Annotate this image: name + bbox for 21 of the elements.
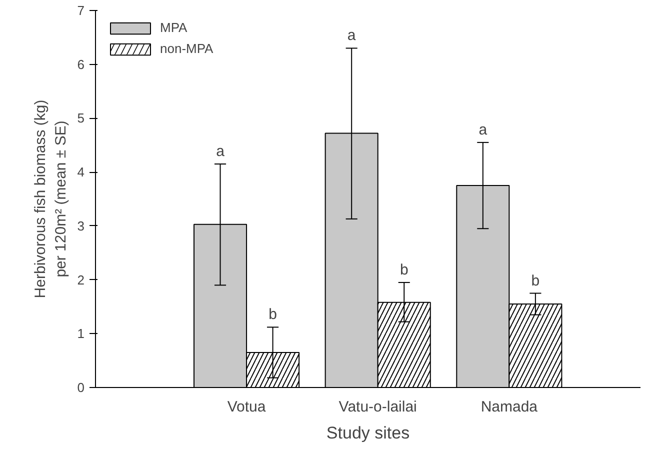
x-tick-label: Votua [227,398,266,416]
y-tick-label: 6 [77,56,85,72]
annotation: b [400,261,408,278]
annotation: b [268,306,277,324]
legend-label: non-MPA [160,41,214,56]
y-tick-label: 7 [77,3,85,18]
y-tick-label: 5 [77,110,85,126]
legend-label: MPA [160,20,188,35]
y-axis-title: Herbivorous fish biomass (kg) per 120m² (mean ± SE) [32,100,70,298]
annotation: b [531,272,540,290]
y-tick-label: 0 [77,380,85,395]
y-tick-label: 4 [77,164,85,180]
x-tick-label: Namada [480,398,538,416]
x-tick-label: Vatu-o-lailai [338,398,417,416]
y-tick-label: 2 [77,272,85,288]
annotation: a [347,27,356,44]
y-tick-label: 1 [77,326,85,342]
annotation: a [478,121,488,138]
y-tick-label: 3 [77,218,85,234]
x-axis-title: Study sites [326,424,410,442]
annotation: a [216,142,226,160]
